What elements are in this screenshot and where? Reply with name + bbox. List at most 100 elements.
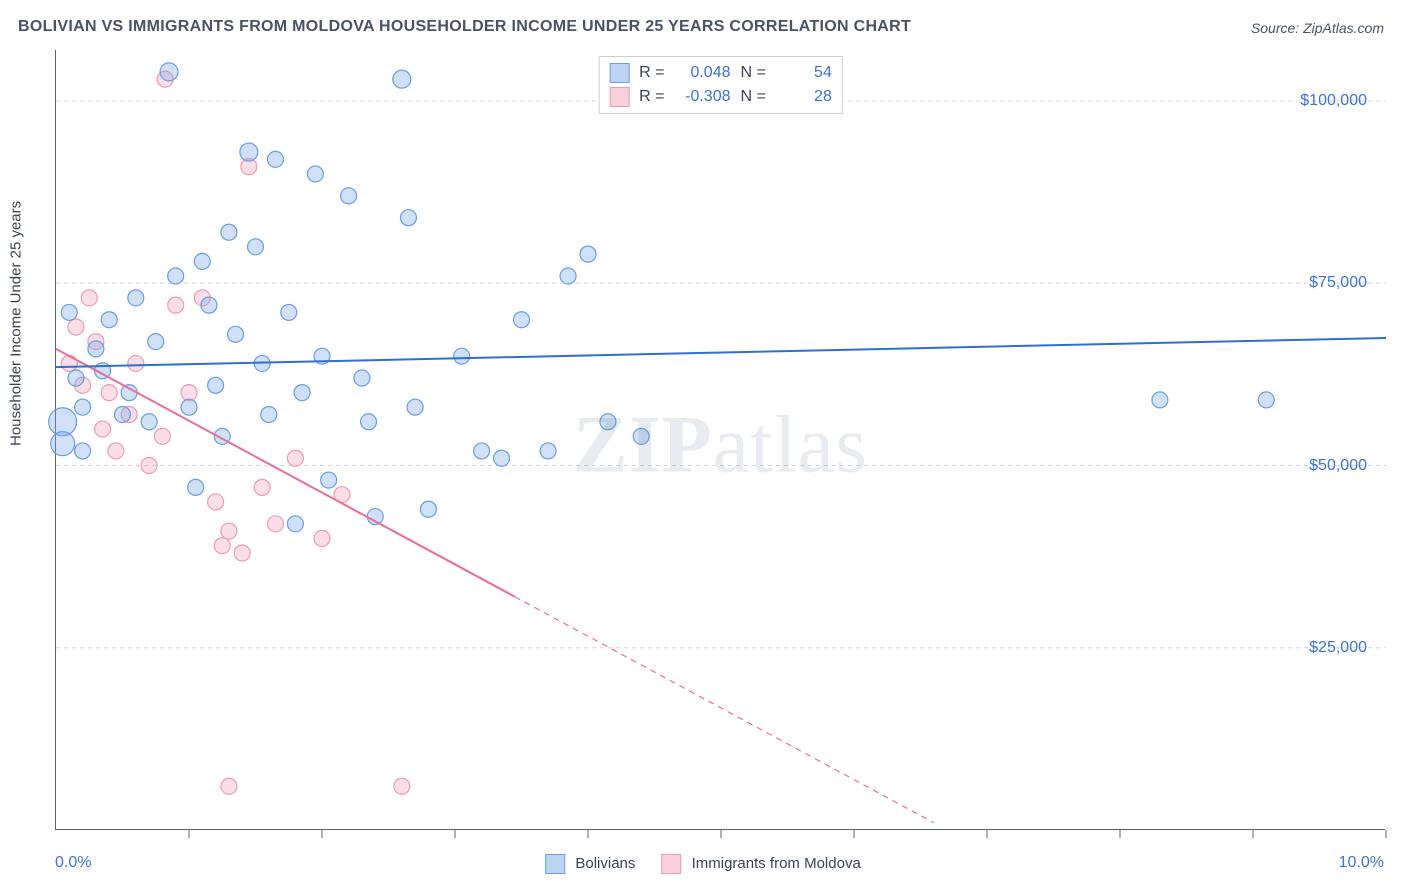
scatter-point-a bbox=[287, 516, 303, 532]
scatter-point-b bbox=[68, 319, 84, 335]
r-label: R = bbox=[639, 85, 664, 109]
plot-area: ZIPatlas R = 0.048 N = 54 R = -0.308 N =… bbox=[55, 50, 1385, 830]
scatter-point-a bbox=[68, 370, 84, 386]
scatter-point-a bbox=[51, 432, 75, 456]
y-tick-label: $25,000 bbox=[1309, 639, 1367, 657]
r-value-a: 0.048 bbox=[675, 61, 731, 85]
scatter-point-a bbox=[168, 268, 184, 284]
scatter-point-a bbox=[1152, 392, 1168, 408]
scatter-point-a bbox=[194, 253, 210, 269]
scatter-point-a bbox=[75, 399, 91, 415]
scatter-point-a bbox=[221, 224, 237, 240]
scatter-point-a bbox=[208, 377, 224, 393]
legend-item-b: Immigrants from Moldova bbox=[661, 854, 860, 874]
legend-label-b: Immigrants from Moldova bbox=[692, 855, 861, 872]
stats-row-a: R = 0.048 N = 54 bbox=[609, 61, 832, 85]
scatter-point-b bbox=[95, 421, 111, 437]
scatter-point-a bbox=[474, 443, 490, 459]
legend-swatch-a bbox=[545, 854, 565, 874]
scatter-point-b bbox=[214, 538, 230, 554]
scatter-point-a bbox=[121, 385, 137, 401]
scatter-point-b bbox=[154, 428, 170, 444]
scatter-point-a bbox=[420, 501, 436, 517]
scatter-point-b bbox=[314, 530, 330, 546]
scatter-point-a bbox=[580, 246, 596, 262]
scatter-point-b bbox=[168, 297, 184, 313]
n-label: N = bbox=[741, 61, 766, 85]
trend-line bbox=[515, 597, 934, 823]
scatter-point-a bbox=[294, 385, 310, 401]
scatter-point-a bbox=[261, 406, 277, 422]
scatter-point-b bbox=[221, 778, 237, 794]
scatter-point-b bbox=[234, 545, 250, 561]
scatter-point-a bbox=[115, 406, 131, 422]
scatter-point-b bbox=[141, 458, 157, 474]
scatter-point-a bbox=[281, 304, 297, 320]
source-credit: Source: ZipAtlas.com bbox=[1251, 20, 1384, 36]
scatter-point-a bbox=[633, 428, 649, 444]
y-tick-label: $50,000 bbox=[1309, 457, 1367, 475]
y-axis-label: Householder Income Under 25 years bbox=[8, 201, 25, 446]
y-tick-label: $100,000 bbox=[1300, 92, 1367, 110]
scatter-point-a bbox=[267, 151, 283, 167]
n-label: N = bbox=[741, 85, 766, 109]
n-value-a: 54 bbox=[776, 61, 832, 85]
trend-line bbox=[56, 338, 1386, 367]
scatter-point-a bbox=[148, 334, 164, 350]
legend-item-a: Bolivians bbox=[545, 854, 635, 874]
x-max-label: 10.0% bbox=[1339, 854, 1384, 872]
scatter-point-a bbox=[240, 143, 258, 161]
scatter-point-b bbox=[101, 385, 117, 401]
chart-title: BOLIVIAN VS IMMIGRANTS FROM MOLDOVA HOUS… bbox=[18, 18, 911, 36]
scatter-point-a bbox=[75, 443, 91, 459]
scatter-point-a bbox=[141, 414, 157, 430]
scatter-point-a bbox=[321, 472, 337, 488]
stats-swatch-b bbox=[609, 87, 629, 107]
legend-swatch-b bbox=[661, 854, 681, 874]
scatter-point-a bbox=[400, 210, 416, 226]
scatter-point-a bbox=[1258, 392, 1274, 408]
scatter-point-a bbox=[560, 268, 576, 284]
scatter-point-a bbox=[201, 297, 217, 313]
scatter-point-a bbox=[494, 450, 510, 466]
scatter-point-b bbox=[208, 494, 224, 510]
scatter-point-a bbox=[393, 70, 411, 88]
scatter-point-a bbox=[88, 341, 104, 357]
r-value-b: -0.308 bbox=[675, 85, 731, 109]
scatter-point-a bbox=[228, 326, 244, 342]
scatter-point-a bbox=[540, 443, 556, 459]
scatter-point-b bbox=[128, 355, 144, 371]
scatter-point-b bbox=[254, 479, 270, 495]
scatter-point-a bbox=[61, 304, 77, 320]
stats-row-b: R = -0.308 N = 28 bbox=[609, 85, 832, 109]
scatter-point-a bbox=[454, 348, 470, 364]
scatter-point-a bbox=[160, 63, 178, 81]
stats-swatch-a bbox=[609, 63, 629, 83]
scatter-point-a bbox=[188, 479, 204, 495]
scatter-point-a bbox=[128, 290, 144, 306]
scatter-point-b bbox=[394, 778, 410, 794]
trend-line bbox=[56, 349, 515, 597]
stats-legend: R = 0.048 N = 54 R = -0.308 N = 28 bbox=[598, 56, 843, 114]
scatter-point-b bbox=[221, 523, 237, 539]
n-value-b: 28 bbox=[776, 85, 832, 109]
scatter-point-a bbox=[248, 239, 264, 255]
scatter-point-a bbox=[354, 370, 370, 386]
scatter-point-b bbox=[61, 355, 77, 371]
x-min-label: 0.0% bbox=[55, 854, 91, 872]
scatter-point-a bbox=[514, 312, 530, 328]
scatter-point-a bbox=[600, 414, 616, 430]
y-tick-label: $75,000 bbox=[1309, 274, 1367, 292]
scatter-point-b bbox=[267, 516, 283, 532]
scatter-point-a bbox=[181, 399, 197, 415]
scatter-point-b bbox=[108, 443, 124, 459]
scatter-point-a bbox=[407, 399, 423, 415]
bottom-legend: Bolivians Immigrants from Moldova bbox=[545, 854, 861, 874]
scatter-svg bbox=[56, 50, 1385, 829]
scatter-point-a bbox=[361, 414, 377, 430]
scatter-point-a bbox=[307, 166, 323, 182]
legend-label-a: Bolivians bbox=[575, 855, 635, 872]
scatter-point-a bbox=[341, 188, 357, 204]
scatter-point-b bbox=[81, 290, 97, 306]
scatter-point-a bbox=[101, 312, 117, 328]
